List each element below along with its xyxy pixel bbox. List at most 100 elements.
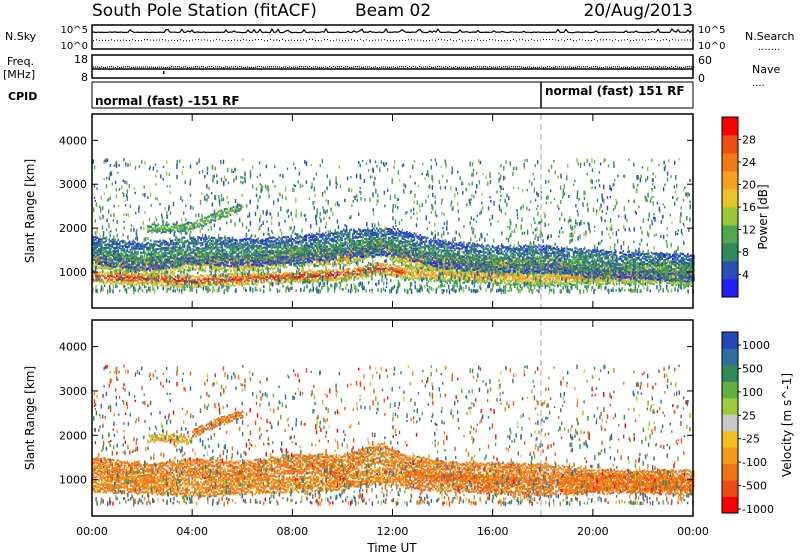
power-cell [586,263,588,267]
freq-dot [251,66,253,68]
power-cell [492,279,494,283]
nsearch-dot [339,39,340,41]
freq-dot [389,66,391,68]
power-cell [143,278,145,281]
power-cell [231,277,234,280]
power-cell [412,271,415,274]
nsearch-top-tick: 10^5 [698,25,725,36]
power-cell [126,279,129,282]
freq-dot [491,66,493,68]
power-cell [108,261,111,264]
power-cell [364,256,366,259]
power-cell [510,274,512,277]
nsky-line [91,27,693,34]
power-cell [395,265,398,268]
power-cell [275,279,277,282]
power-cell [426,273,428,276]
power-cell [200,286,202,289]
power-cell [422,266,425,269]
nsearch-dot [567,39,568,41]
freq-dot [279,66,281,68]
power-cell [413,252,416,255]
power-cell [195,267,198,270]
power-cell [189,269,192,272]
power-cell [407,259,410,262]
power-cell [439,265,441,268]
power-cell [245,266,247,269]
power-cell [134,276,136,279]
freq-dot [561,66,563,68]
power-cell [134,272,136,275]
power-cell [327,268,330,271]
power-cell [99,271,102,274]
nsearch-dot [411,39,412,41]
power-cell [406,264,408,267]
freq-dot [433,66,435,69]
power-cell [306,277,309,280]
power-cell [246,276,249,279]
power-cell [171,273,174,276]
nsearch-dot [501,40,502,42]
power-cell [182,264,184,267]
power-cell [227,285,229,288]
power-cell [333,276,336,279]
power-cell [354,274,357,277]
power-cell [123,280,126,283]
power-cell [105,271,108,275]
power-cell [240,254,243,257]
power-cell [203,269,205,272]
power-cell [143,277,145,280]
power-cell [362,267,364,270]
power-cell [522,276,524,280]
power-cell [230,284,232,287]
nsearch-dot [150,39,151,41]
freq-dot [411,66,413,68]
power-cell [658,279,660,283]
nsearch-dot [213,39,214,41]
power-cell [251,255,253,258]
nsearch-dot [450,39,451,41]
power-cell [525,278,527,281]
power-cell [101,265,103,268]
power-cell [287,278,289,281]
nsearch-dot [405,40,406,42]
power-cell [195,263,198,266]
power-cell [392,272,395,275]
power-cell [137,279,139,282]
power-cell [506,271,509,275]
power-cell [128,281,130,284]
power-cell [320,260,322,264]
power-cell [290,253,292,256]
power-cell [433,277,436,280]
power-cell [188,282,190,285]
power-cell [329,269,331,272]
nsearch-dot [96,39,97,41]
power-cell [379,267,381,270]
freq-dot [187,66,189,69]
power-cell [430,274,433,278]
power-cell [418,272,421,275]
nsearch-dot [504,40,505,42]
power-cell [261,266,264,269]
freq-dot [229,66,231,68]
power-cell [458,271,461,274]
power-cell [234,268,237,271]
power-cell [194,263,196,266]
power-cell [599,267,602,271]
freq-dot [487,66,489,68]
freq-dot [421,66,423,69]
freq-dot [679,66,681,68]
nsearch-dot [414,39,415,41]
power-cell [312,252,315,255]
nsearch-dot [144,39,145,41]
power-cell [493,279,496,282]
power-cell [131,267,133,270]
power-cell [221,266,223,270]
power-cell [475,279,478,282]
nsearch-dot [189,40,190,42]
power-cell [314,251,316,254]
power-cell [273,263,276,266]
power-cell [481,270,484,274]
nsearch-dot [195,39,196,41]
power-cell [171,268,174,271]
